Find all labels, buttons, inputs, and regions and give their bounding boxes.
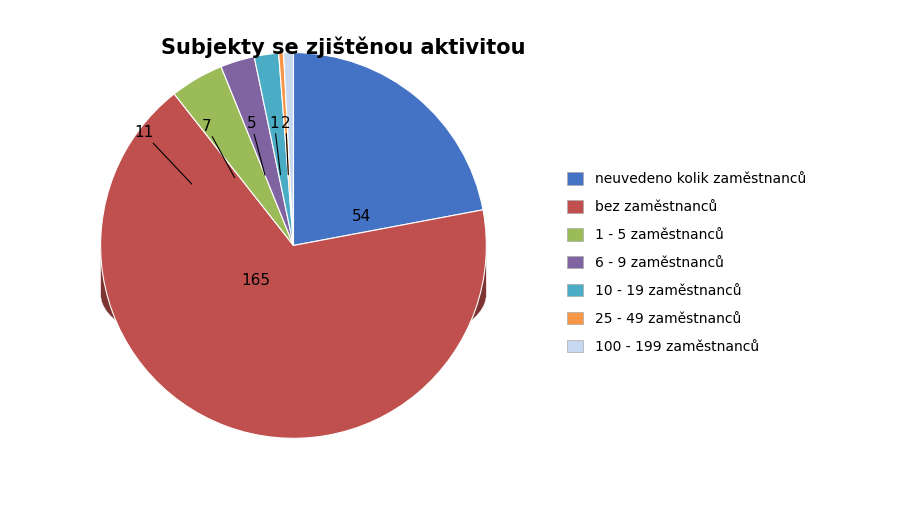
Text: 11: 11: [133, 125, 191, 184]
Text: 2: 2: [281, 116, 290, 175]
Legend: neuvedeno kolik zaměstnanců, bez zaměstnanců, 1 - 5 zaměstnanců, 6 - 9 zaměstnan: neuvedeno kolik zaměstnanců, bez zaměstn…: [566, 173, 805, 353]
Text: 54: 54: [351, 209, 371, 225]
Text: 165: 165: [242, 272, 271, 288]
Text: Subjekty se zjištěnou aktivitou: Subjekty se zjištěnou aktivitou: [161, 37, 525, 58]
Text: 5: 5: [246, 116, 264, 175]
Wedge shape: [253, 53, 293, 246]
Text: 1: 1: [269, 116, 281, 175]
Wedge shape: [293, 53, 483, 246]
Wedge shape: [221, 57, 293, 246]
Polygon shape: [101, 247, 485, 362]
Wedge shape: [279, 53, 293, 246]
Wedge shape: [100, 94, 486, 438]
Wedge shape: [283, 53, 293, 246]
Text: 7: 7: [201, 119, 235, 178]
Wedge shape: [174, 67, 293, 246]
